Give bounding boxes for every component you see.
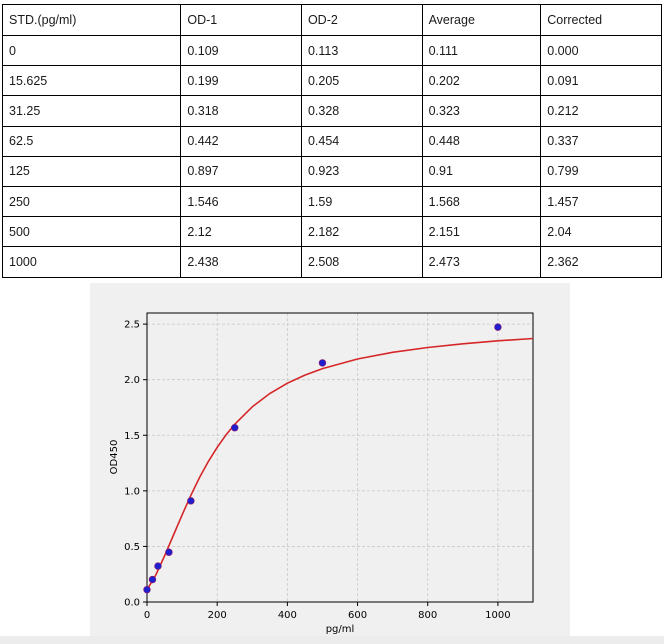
- grid: [146, 313, 533, 603]
- standard-curve-chart: 0 200 400 600 800 1000 0.0 0.5 1.0 1.5 2.0 2.5 pg/m…: [109, 312, 534, 635]
- header-od1: OD-1: [180, 4, 302, 36]
- table-cell: 0.111: [421, 34, 542, 67]
- data-point: [165, 548, 173, 556]
- fit-curve: [146, 337, 534, 591]
- table-cell: 1.457: [540, 185, 662, 218]
- table-cell: 0.113: [300, 34, 423, 67]
- table-cell: 2.473: [421, 246, 542, 278]
- footer-strip: [0, 636, 664, 644]
- data-point: [154, 562, 162, 570]
- plot-area-frame: [146, 312, 534, 603]
- table-cell: 2.362: [540, 246, 662, 278]
- header-od2: OD-2: [300, 4, 423, 36]
- table-cell: 1000: [1, 246, 182, 278]
- table-row: 62.5 0.442 0.454 0.448 0.337: [1, 125, 662, 157]
- data-point: [143, 585, 151, 594]
- header-average: Average: [421, 4, 542, 36]
- table-cell: 500: [1, 216, 182, 248]
- x-tick-label: 1000: [485, 610, 510, 621]
- table-cell: 2.508: [300, 246, 423, 278]
- table-row: 250 1.546 1.59 1.568 1.457: [1, 185, 662, 218]
- y-tick-label: 2.5: [124, 320, 140, 331]
- table-cell: 2.151: [421, 216, 542, 248]
- table-cell: 0.328: [300, 95, 423, 127]
- table-cell: 1.546: [180, 185, 302, 218]
- table-cell: 2.12: [180, 216, 302, 248]
- table-row: 15.625 0.199 0.205 0.202 0.091: [1, 65, 662, 97]
- table-row: 1000 2.438 2.508 2.473 2.362: [1, 246, 662, 278]
- y-tick-label: 1.5: [124, 431, 140, 442]
- x-axis-label: pg/ml: [326, 624, 355, 635]
- table-cell: 0.199: [180, 65, 302, 97]
- data-point: [187, 497, 195, 505]
- data-point: [494, 323, 502, 331]
- table-cell: 0.923: [300, 155, 423, 187]
- table-row: 31.25 0.318 0.328 0.323 0.212: [1, 95, 662, 127]
- y-tick-label: 2.0: [124, 375, 140, 386]
- standards-table: STD.(pg/ml) OD-1 OD-2 Average Corrected …: [1, 4, 662, 278]
- chart-panel: 0 200 400 600 800 1000 0.0 0.5 1.0 1.5 2.0 2.5 pg/m…: [90, 283, 570, 637]
- table-header-row: STD.(pg/ml) OD-1 OD-2 Average Corrected: [1, 4, 662, 36]
- table-cell: 1.59: [300, 185, 423, 218]
- table-cell: 0.091: [540, 65, 662, 97]
- data-point: [231, 424, 239, 432]
- table-cell: 0.109: [180, 34, 302, 67]
- table-cell: 0.318: [180, 95, 302, 127]
- fit-curve-layer: [146, 337, 534, 591]
- data-point: [148, 575, 157, 584]
- axis-ticks: 0 200 400 600 800 1000 0.0 0.5 1.0 1.5 2.0 2.5: [124, 320, 511, 621]
- x-tick-label: 200: [208, 610, 227, 621]
- table-cell: 0: [1, 34, 182, 67]
- table-cell: 0.454: [300, 125, 423, 157]
- y-tick-label: 0.5: [124, 542, 140, 553]
- x-tick-label: 600: [348, 610, 367, 621]
- x-tick-label: 400: [278, 610, 297, 621]
- data-point: [318, 359, 327, 367]
- table-cell: 62.5: [1, 125, 182, 157]
- y-axis-label: OD450: [109, 440, 120, 475]
- table-cell: 0.448: [421, 125, 542, 157]
- table-cell: 1.568: [421, 185, 542, 218]
- table-cell: 0.212: [540, 95, 662, 127]
- table-cell: 0.202: [421, 65, 542, 97]
- table-cell: 0.442: [180, 125, 302, 157]
- table-row: 125 0.897 0.923 0.91 0.799: [1, 155, 662, 187]
- header-corrected: Corrected: [540, 4, 662, 36]
- table-cell: 0.799: [540, 155, 662, 187]
- table-row: 0 0.109 0.113 0.111 0.000: [1, 34, 662, 67]
- table-cell: 125: [1, 155, 182, 187]
- table-cell: 0.205: [300, 65, 423, 97]
- table-cell: 0.91: [421, 155, 542, 187]
- table-cell: 2.438: [180, 246, 302, 278]
- table-cell: 0.000: [540, 34, 662, 67]
- table-cell: 15.625: [1, 65, 182, 97]
- header-std: STD.(pg/ml): [1, 4, 182, 36]
- table-cell: 31.25: [1, 95, 182, 127]
- table-cell: 2.182: [300, 216, 423, 248]
- table-cell: 0.323: [421, 95, 542, 127]
- data-points-layer: [143, 323, 502, 594]
- y-tick-label: 1.0: [124, 486, 140, 497]
- y-tick-label: 0.0: [124, 598, 140, 609]
- x-tick-label: 0: [144, 610, 150, 621]
- x-tick-label: 800: [418, 610, 437, 621]
- table-cell: 0.337: [540, 125, 662, 157]
- table-row: 500 2.12 2.182 2.151 2.04: [1, 216, 662, 248]
- table-cell: 0.897: [180, 155, 302, 187]
- table-cell: 250: [1, 185, 182, 218]
- table-cell: 2.04: [540, 216, 662, 248]
